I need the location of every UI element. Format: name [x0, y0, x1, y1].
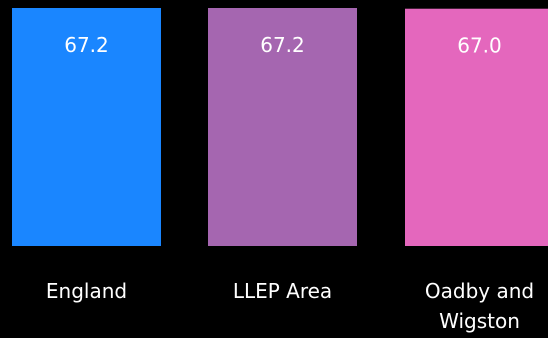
category-label-2-line-1: Wigston	[439, 309, 520, 333]
category-label-0: England	[46, 279, 127, 303]
bar-0	[12, 8, 161, 246]
value-label-1: 67.2	[260, 33, 305, 57]
bar-1	[208, 8, 357, 246]
value-label-2: 67.0	[457, 34, 502, 58]
category-label-1: LLEP Area	[233, 279, 332, 303]
category-label-2-line-0: Oadby and	[425, 279, 534, 303]
bar-2	[405, 8, 548, 247]
value-label-0: 67.2	[64, 33, 109, 57]
